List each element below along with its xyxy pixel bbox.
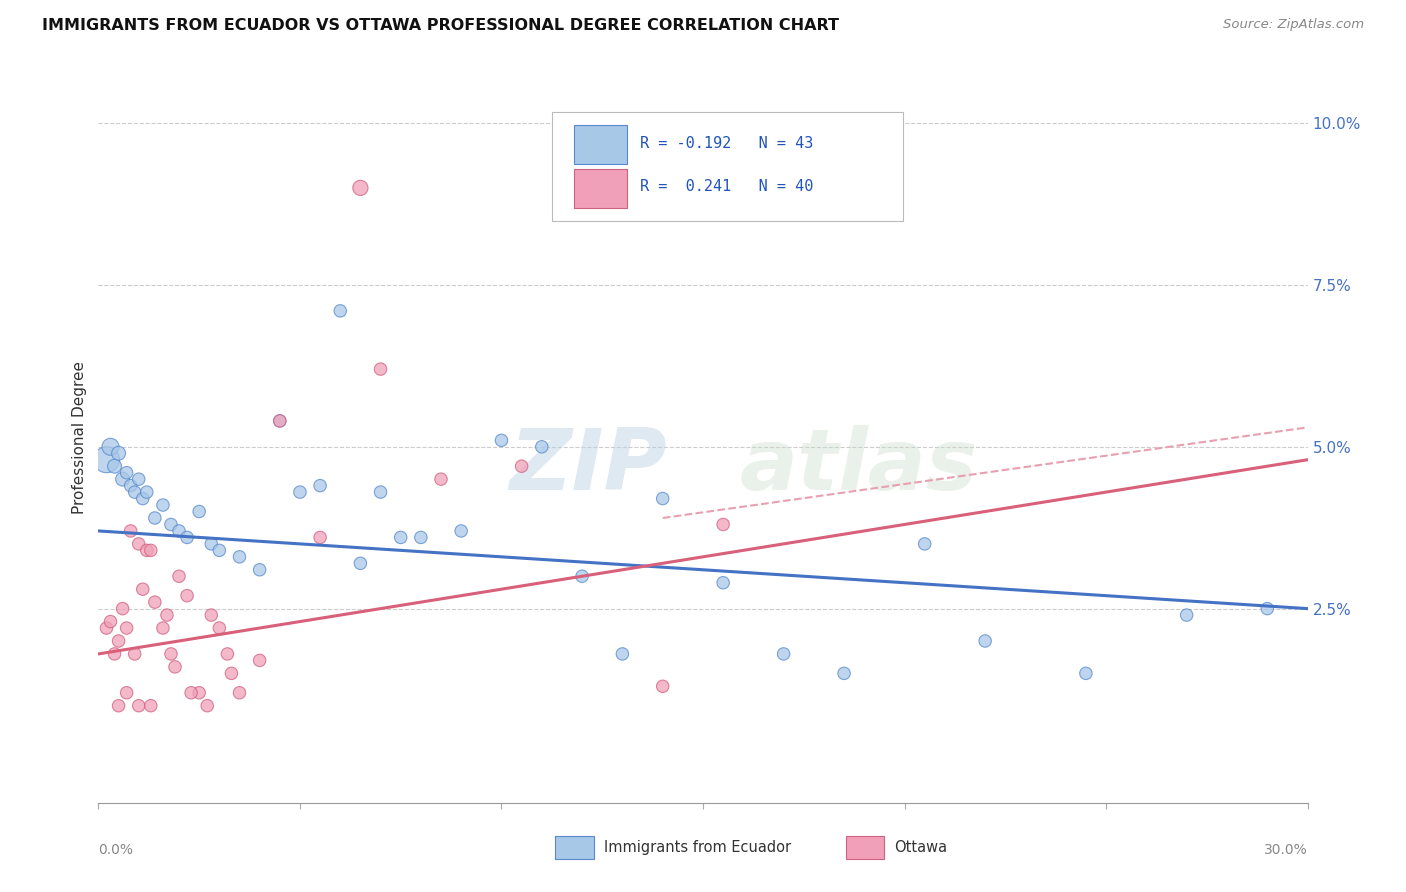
Text: R = -0.192   N = 43: R = -0.192 N = 43 [640, 136, 814, 151]
Text: 30.0%: 30.0% [1264, 843, 1308, 857]
Point [163, 660, 186, 674]
Point [228, 549, 250, 564]
Point [160, 647, 183, 661]
Point [160, 517, 183, 532]
FancyBboxPatch shape [574, 169, 627, 208]
Point [139, 698, 162, 713]
FancyBboxPatch shape [555, 836, 595, 859]
Point [1074, 666, 1097, 681]
Text: 0.0%: 0.0% [98, 843, 134, 857]
Point [228, 686, 250, 700]
Point [612, 647, 634, 661]
Point [914, 537, 936, 551]
Point [349, 181, 371, 195]
Point [120, 478, 142, 492]
Text: Immigrants from Ecuador: Immigrants from Ecuador [603, 840, 792, 855]
Point [409, 530, 432, 544]
Point [176, 530, 198, 544]
Point [370, 485, 392, 500]
Point [651, 491, 673, 506]
Point [389, 530, 412, 544]
Point [96, 621, 118, 635]
FancyBboxPatch shape [845, 836, 884, 859]
Point [188, 504, 211, 518]
Text: Ottawa: Ottawa [894, 840, 948, 855]
Point [329, 303, 352, 318]
Point [651, 679, 673, 693]
Point [152, 621, 174, 635]
Text: atlas: atlas [740, 425, 977, 508]
Point [249, 653, 271, 667]
Point [180, 686, 202, 700]
Point [269, 414, 291, 428]
Point [208, 621, 231, 635]
Point [143, 595, 166, 609]
Point [571, 569, 593, 583]
Point [107, 634, 129, 648]
Point [124, 647, 146, 661]
Point [711, 517, 734, 532]
Point [115, 686, 138, 700]
Point [128, 472, 150, 486]
Point [111, 601, 134, 615]
Point [195, 698, 218, 713]
Point [1256, 601, 1278, 615]
Point [107, 698, 129, 713]
Point [143, 511, 166, 525]
FancyBboxPatch shape [574, 125, 627, 164]
Point [152, 498, 174, 512]
Point [530, 440, 553, 454]
Point [103, 459, 125, 474]
Point [167, 569, 190, 583]
Point [491, 434, 513, 448]
Text: R =  0.241   N = 40: R = 0.241 N = 40 [640, 179, 814, 194]
Point [128, 698, 150, 713]
Point [96, 452, 118, 467]
Point [711, 575, 734, 590]
Point [450, 524, 472, 538]
Text: ZIP: ZIP [509, 425, 666, 508]
Point [772, 647, 794, 661]
Point [832, 666, 855, 681]
Point [510, 459, 533, 474]
Text: Source: ZipAtlas.com: Source: ZipAtlas.com [1223, 18, 1364, 31]
Point [128, 537, 150, 551]
Point [217, 647, 239, 661]
Text: IMMIGRANTS FROM ECUADOR VS OTTAWA PROFESSIONAL DEGREE CORRELATION CHART: IMMIGRANTS FROM ECUADOR VS OTTAWA PROFES… [42, 18, 839, 33]
Point [156, 608, 179, 623]
Point [430, 472, 453, 486]
Point [370, 362, 392, 376]
Point [115, 466, 138, 480]
Point [1175, 608, 1198, 623]
Point [100, 615, 122, 629]
Point [249, 563, 271, 577]
Y-axis label: Professional Degree: Professional Degree [72, 360, 87, 514]
Point [269, 414, 291, 428]
Point [107, 446, 129, 460]
Point [974, 634, 997, 648]
Point [167, 524, 190, 538]
Point [288, 485, 311, 500]
Point [200, 537, 222, 551]
Point [132, 582, 155, 597]
Point [124, 485, 146, 500]
Point [188, 686, 211, 700]
Point [349, 557, 371, 571]
Point [309, 530, 332, 544]
Point [221, 666, 243, 681]
Point [132, 491, 155, 506]
Point [139, 543, 162, 558]
Point [208, 543, 231, 558]
Point [111, 472, 134, 486]
Point [135, 543, 157, 558]
Point [135, 485, 157, 500]
Point [115, 621, 138, 635]
Point [176, 589, 198, 603]
Point [103, 647, 125, 661]
Point [100, 440, 122, 454]
FancyBboxPatch shape [551, 112, 903, 221]
Point [309, 478, 332, 492]
Point [120, 524, 142, 538]
Point [200, 608, 222, 623]
